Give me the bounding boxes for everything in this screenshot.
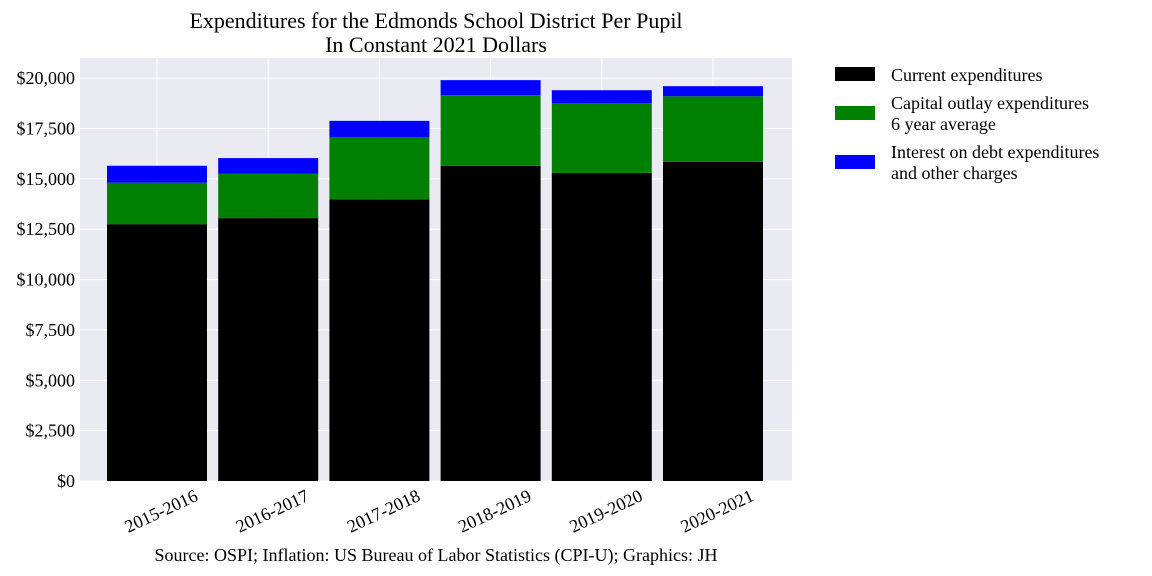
y-axis: $0 $2,500 $5,000 $7,500 $10,000 $12,500 $15,00…	[17, 68, 76, 491]
y-tick-label: $5,000	[26, 370, 76, 390]
source-note: Source: OSPI; Inflation: US Bureau of La…	[155, 545, 718, 566]
bar-current-2017-2018	[329, 199, 430, 481]
legend-label: Capital outlay expenditures	[891, 93, 1089, 113]
y-tick-label: $10,000	[17, 270, 76, 290]
bar-current-2020-2021	[663, 161, 763, 481]
legend-label: Interest on debt expenditures	[891, 142, 1099, 162]
bar-capital-2018-2019	[440, 95, 541, 166]
legend-label-line2: and other charges	[891, 163, 1018, 183]
bar-capital-2016-2017	[218, 173, 319, 219]
y-tick-label: $12,500	[17, 219, 76, 239]
x-tick-label: 2019-2020	[566, 485, 645, 536]
legend-label-line2: 6 year average	[891, 114, 996, 134]
x-tick-label: 2016-2017	[233, 485, 312, 536]
y-tick-label: $0	[57, 471, 75, 491]
chart-subtitle: In Constant 2021 Dollars	[325, 32, 547, 57]
bar-current-2016-2017	[218, 218, 319, 481]
bar-interest-2020-2021	[663, 86, 763, 97]
bars	[107, 80, 763, 482]
bar-current-2018-2019	[440, 165, 541, 481]
bar-interest-2018-2019	[440, 80, 541, 96]
bar-interest-2017-2018	[329, 120, 430, 137]
x-tick-label: 2020-2021	[678, 485, 757, 536]
legend: Current expenditures Capital outlay expen…	[835, 65, 1099, 183]
x-tick-label: 2017-2018	[344, 485, 423, 536]
y-tick-label: $20,000	[17, 68, 76, 88]
bar-interest-2019-2020	[551, 90, 652, 104]
y-tick-label: $15,000	[17, 169, 76, 189]
bar-current-2019-2020	[551, 172, 652, 482]
x-tick-label: 2018-2019	[455, 485, 534, 536]
bar-capital-2015-2016	[107, 182, 207, 225]
bar-interest-2015-2016	[107, 165, 207, 183]
y-tick-label: $7,500	[26, 320, 76, 340]
legend-swatch	[835, 155, 875, 169]
x-tick-label: 2015-2016	[122, 485, 201, 536]
bar-current-2015-2016	[107, 224, 207, 481]
bar-capital-2019-2020	[551, 103, 652, 173]
y-tick-label: $17,500	[17, 119, 76, 139]
legend-swatch	[835, 67, 875, 81]
y-tick-label: $2,500	[26, 421, 76, 441]
legend-swatch	[835, 106, 875, 120]
bar-capital-2020-2021	[663, 96, 763, 162]
bar-capital-2017-2018	[329, 136, 430, 200]
x-axis: 2015-2016 2016-2017 2017-2018 2018-2019 2019…	[122, 485, 757, 536]
chart-title: Expenditures for the Edmonds School Dist…	[189, 8, 682, 33]
bar-interest-2016-2017	[218, 158, 319, 174]
legend-label: Current expenditures	[891, 65, 1042, 85]
